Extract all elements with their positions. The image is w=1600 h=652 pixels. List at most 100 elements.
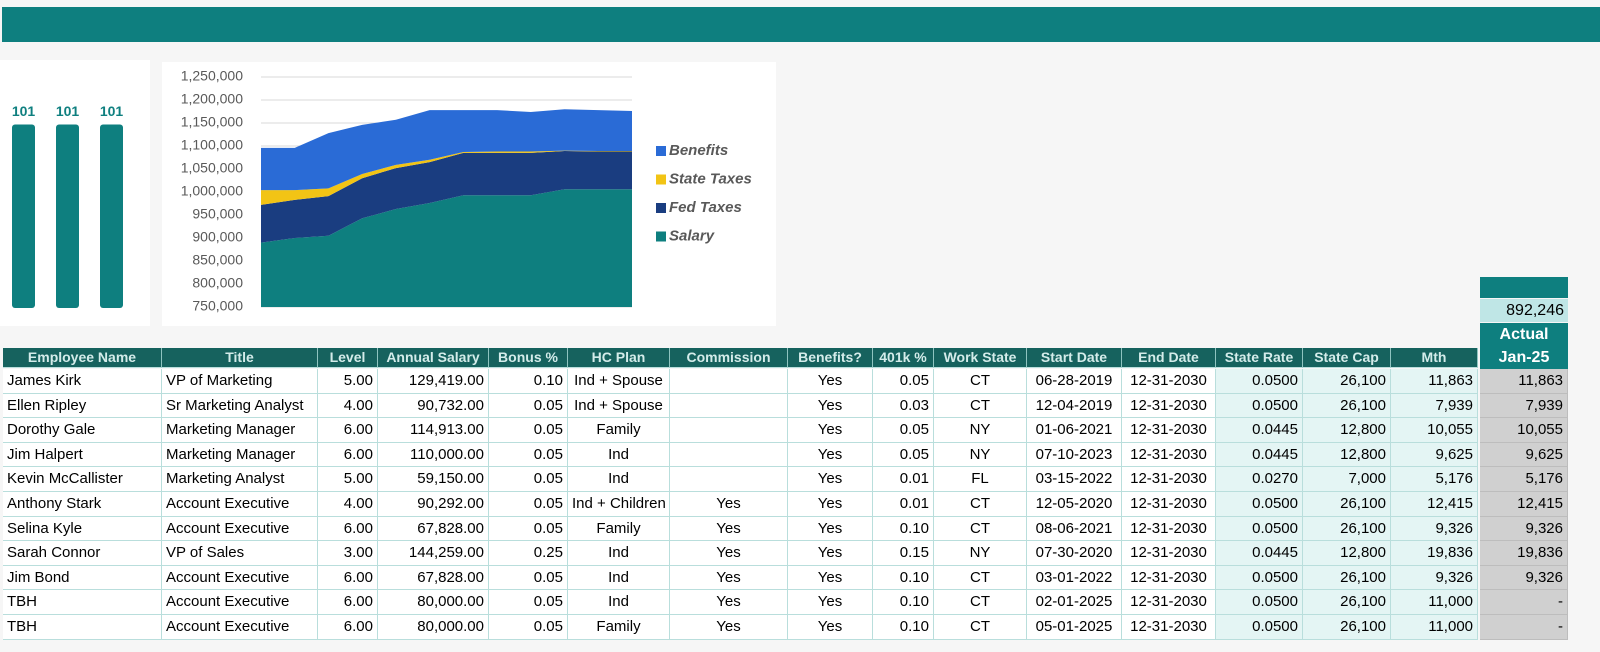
table-cell: 9,625 xyxy=(1391,442,1478,468)
y-tick-label: 800,000 xyxy=(192,275,243,291)
actual-header: Jan-25 xyxy=(1480,346,1568,369)
table-cell: 12,800 xyxy=(1303,442,1391,468)
area xyxy=(261,189,632,307)
table-cell: 12-31-2030 xyxy=(1122,442,1216,468)
column-header: State Rate xyxy=(1216,348,1303,368)
table-cell: 03-01-2022 xyxy=(1027,565,1122,591)
table-cell: 80,000.00 xyxy=(378,590,489,615)
table-cell: 6.00 xyxy=(318,590,378,615)
actual-cell: 9,326 xyxy=(1480,516,1568,542)
table-cell: James Kirk xyxy=(3,369,162,394)
table-cell: 0.25 xyxy=(489,541,568,566)
bar xyxy=(56,124,79,309)
table-cell: 0.10 xyxy=(873,590,934,615)
table-cell: CT xyxy=(934,393,1027,419)
table-cell: 9,326 xyxy=(1391,516,1478,542)
table-cell: 02-01-2025 xyxy=(1027,590,1122,615)
legend-label: State Taxes xyxy=(669,170,752,187)
table-cell: 19,836 xyxy=(1391,541,1478,566)
table-cell: Yes xyxy=(788,393,873,419)
table-cell: 0.10 xyxy=(489,369,568,394)
table-cell: 07-30-2020 xyxy=(1027,541,1122,566)
y-tick-label: 950,000 xyxy=(192,206,243,222)
table-cell: 4.00 xyxy=(318,492,378,517)
table-cell: Ind xyxy=(568,442,670,468)
legend-label: Benefits xyxy=(669,142,728,159)
table-cell: 0.0445 xyxy=(1216,442,1303,468)
legend-swatch xyxy=(656,174,666,185)
table-cell: Family xyxy=(568,516,670,542)
table-cell: NY xyxy=(934,541,1027,566)
table-cell: 0.0500 xyxy=(1216,492,1303,517)
column-header: Mth xyxy=(1391,348,1478,368)
table-cell: CT xyxy=(934,516,1027,542)
table-cell: Ind xyxy=(568,541,670,566)
table-cell: TBH xyxy=(3,590,162,615)
table-cell: 12-31-2030 xyxy=(1122,393,1216,419)
table-cell: 0.0500 xyxy=(1216,369,1303,394)
table-cell: Selina Kyle xyxy=(3,516,162,542)
table-cell: 0.0500 xyxy=(1216,590,1303,615)
table-cell: Dorothy Gale xyxy=(3,418,162,443)
table-cell: 26,100 xyxy=(1303,393,1391,419)
table-cell xyxy=(670,442,788,468)
table-cell: 5.00 xyxy=(318,467,378,492)
column-header: HC Plan xyxy=(568,348,670,368)
table-cell: 6.00 xyxy=(318,418,378,443)
actual-cell: 7,939 xyxy=(1480,393,1568,419)
table-cell: Marketing Manager xyxy=(162,418,318,443)
table-cell: 12-04-2019 xyxy=(1027,393,1122,419)
table-cell: 67,828.00 xyxy=(378,565,489,591)
table-cell: TBH xyxy=(3,615,162,640)
table-cell: Yes xyxy=(788,565,873,591)
table-cell: FL xyxy=(934,467,1027,492)
table-cell xyxy=(670,467,788,492)
actual-cell: 5,176 xyxy=(1480,467,1568,492)
table-cell: 6.00 xyxy=(318,615,378,640)
table-cell: 11,000 xyxy=(1391,590,1478,615)
table-cell: 6.00 xyxy=(318,516,378,542)
actual-cell: 19,836 xyxy=(1480,541,1568,566)
table-cell: 6.00 xyxy=(318,565,378,591)
column-header: 401k % xyxy=(873,348,934,368)
data-label: 101 xyxy=(12,103,36,119)
table-cell: 0.10 xyxy=(873,516,934,542)
table-cell: Account Executive xyxy=(162,516,318,542)
column-header: Bonus % xyxy=(489,348,568,368)
table-cell: 12-31-2030 xyxy=(1122,369,1216,394)
table-cell: Family xyxy=(568,418,670,443)
table-cell: Yes xyxy=(670,565,788,591)
table-cell: NY xyxy=(934,442,1027,468)
table-cell: Yes xyxy=(788,516,873,542)
data-label: 101 xyxy=(56,103,80,119)
data-label: 101 xyxy=(100,103,124,119)
y-tick-label: 1,150,000 xyxy=(181,114,243,130)
table-cell: Account Executive xyxy=(162,615,318,640)
column-header: Benefits? xyxy=(788,348,873,368)
column-header: Employee Name xyxy=(3,348,162,368)
table-cell: 144,259.00 xyxy=(378,541,489,566)
table-cell: Sarah Connor xyxy=(3,541,162,566)
table-cell: 06-28-2019 xyxy=(1027,369,1122,394)
table-cell: 07-10-2023 xyxy=(1027,442,1122,468)
table-cell: 12-31-2030 xyxy=(1122,467,1216,492)
column-header: Start Date xyxy=(1027,348,1122,368)
y-tick-label: 1,200,000 xyxy=(181,91,243,107)
table-cell: 0.05 xyxy=(489,492,568,517)
table-cell: CT xyxy=(934,565,1027,591)
table-cell: 0.05 xyxy=(489,516,568,542)
table-cell: 59,150.00 xyxy=(378,467,489,492)
table-cell: 11,863 xyxy=(1391,369,1478,394)
actual-cell: 12,415 xyxy=(1480,492,1568,517)
column-header: Title xyxy=(162,348,318,368)
actual-header: Actual xyxy=(1480,323,1568,346)
actual-cell: - xyxy=(1480,590,1568,615)
table-cell: 6.00 xyxy=(318,442,378,468)
table-cell: 26,100 xyxy=(1303,565,1391,591)
y-tick-label: 900,000 xyxy=(192,229,243,245)
table-cell: 0.03 xyxy=(873,393,934,419)
legend-label: Salary xyxy=(669,227,715,244)
legend-label: Fed Taxes xyxy=(669,199,742,216)
legend-swatch xyxy=(656,146,666,156)
